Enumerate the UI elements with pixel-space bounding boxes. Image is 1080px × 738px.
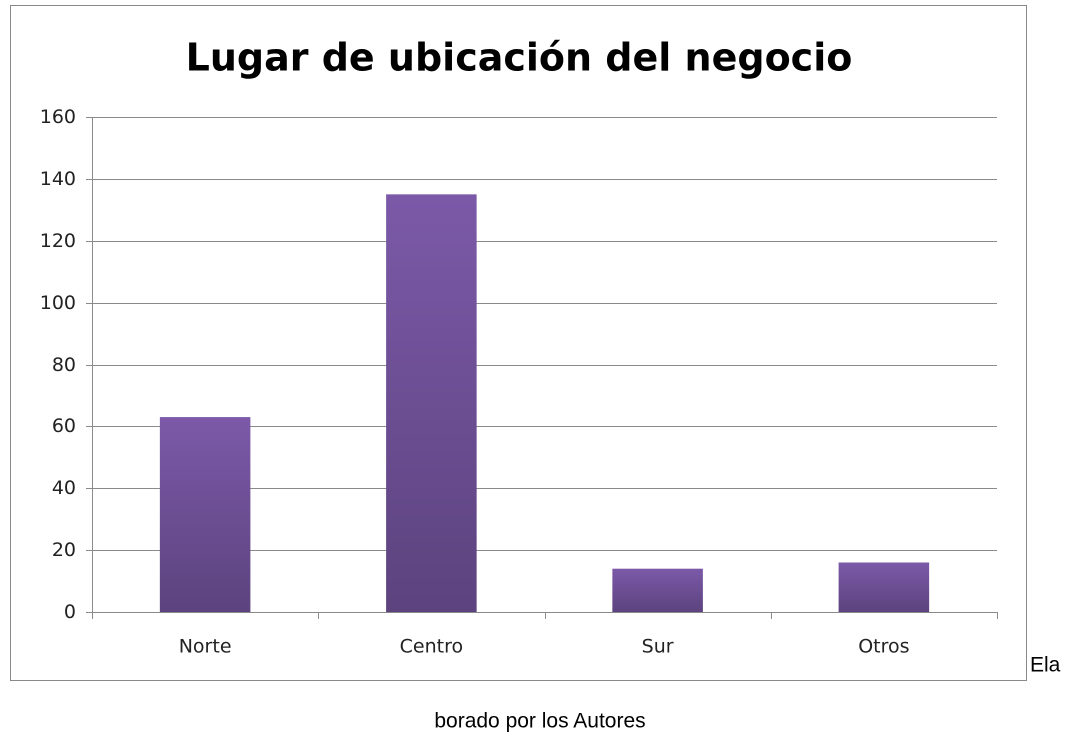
y-tick-label: 160 bbox=[40, 106, 76, 128]
caption: borado por los Autores bbox=[434, 710, 645, 733]
y-tick-label: 20 bbox=[52, 539, 76, 561]
plot: 0 20 40 60 80 100 120 140 160 Norte Centro Sur Otros bbox=[40, 106, 998, 658]
x-tick-label: Centro bbox=[400, 636, 463, 658]
y-tick-label: 60 bbox=[52, 415, 76, 437]
y-tick-label: 0 bbox=[64, 601, 76, 623]
bar-shade bbox=[159, 417, 251, 612]
bar-shade bbox=[612, 568, 703, 612]
y-tick-label: 100 bbox=[40, 292, 76, 314]
caption: Ela bbox=[1030, 654, 1061, 677]
y-tick-label: 40 bbox=[52, 477, 76, 499]
x-tick-label: Otros bbox=[858, 636, 909, 658]
x-tick-label: Sur bbox=[642, 636, 674, 658]
y-tick-label: 120 bbox=[40, 230, 76, 252]
y-tick-label: 140 bbox=[40, 168, 76, 190]
bar-shade bbox=[838, 562, 930, 612]
chart-title: Lugar de ubicación del negocio bbox=[186, 36, 853, 80]
x-tick-label: Norte bbox=[179, 636, 232, 658]
y-tick-label: 80 bbox=[52, 354, 76, 376]
bar-shade bbox=[386, 194, 477, 612]
